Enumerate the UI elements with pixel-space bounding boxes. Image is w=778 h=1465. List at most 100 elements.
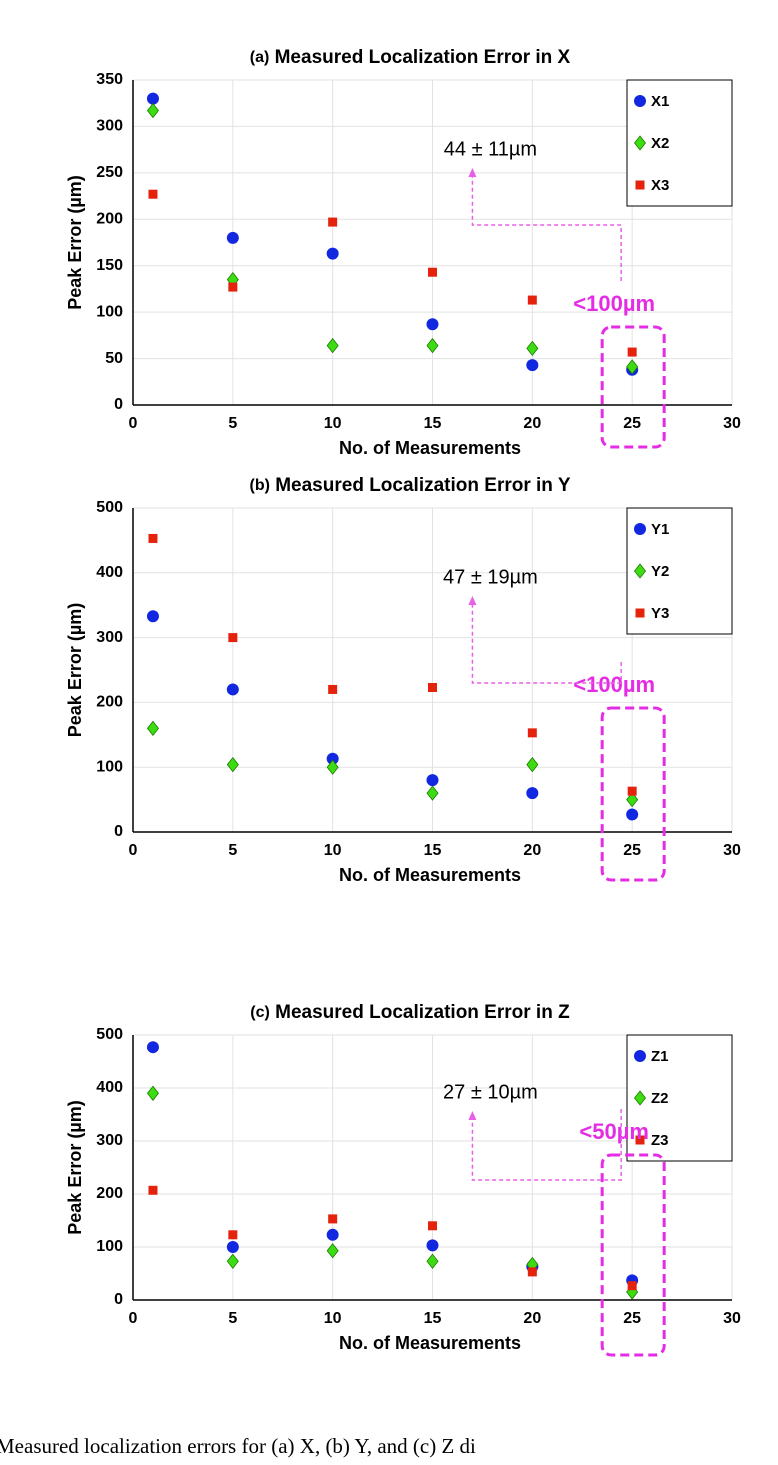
y-tick-label: 0 bbox=[114, 823, 123, 840]
point bbox=[226, 1241, 239, 1253]
x-tick-label: 5 bbox=[228, 842, 237, 859]
y-tick-label: 500 bbox=[96, 499, 123, 516]
x-tick-label: 10 bbox=[324, 1310, 342, 1327]
y-tick-label: 300 bbox=[96, 629, 123, 646]
y-tick-label: 300 bbox=[96, 1132, 123, 1149]
x-axis-label: No. of Measurements bbox=[339, 1333, 521, 1353]
point bbox=[626, 808, 639, 821]
legend-label: Z2 bbox=[651, 1090, 669, 1107]
legend-label: Z3 bbox=[651, 1132, 669, 1149]
legend-label: Y3 bbox=[651, 605, 669, 622]
y-tick-label: 100 bbox=[96, 1238, 123, 1255]
x-tick-label: 10 bbox=[324, 842, 342, 859]
legend-marker bbox=[633, 563, 647, 579]
panel-label: (b) bbox=[250, 477, 270, 494]
point bbox=[226, 231, 239, 244]
y-tick-label: 300 bbox=[96, 118, 123, 135]
point bbox=[148, 533, 158, 543]
y-tick-label: 400 bbox=[96, 1079, 123, 1096]
point bbox=[228, 633, 238, 643]
point bbox=[326, 1243, 339, 1259]
point bbox=[428, 1221, 437, 1231]
point bbox=[526, 787, 539, 800]
legend-label: X1 bbox=[651, 93, 669, 110]
x-tick-label: 0 bbox=[129, 842, 138, 859]
x-tick-label: 25 bbox=[623, 415, 641, 432]
threshold-label: <100µm bbox=[573, 291, 655, 316]
y-axis-label: Peak Error (µm) bbox=[65, 1100, 85, 1234]
y-axis-label: Peak Error (µm) bbox=[65, 603, 85, 737]
point bbox=[326, 337, 339, 354]
point bbox=[626, 791, 639, 808]
point bbox=[328, 217, 338, 227]
y-tick-label: 200 bbox=[96, 694, 123, 711]
x-tick-label: 0 bbox=[129, 415, 138, 432]
x-tick-label: 20 bbox=[523, 842, 541, 859]
legend-label: X3 bbox=[651, 177, 669, 194]
y-tick-label: 100 bbox=[96, 758, 123, 775]
highlight-box bbox=[600, 1153, 666, 1357]
point bbox=[428, 682, 437, 692]
x-tick-label: 20 bbox=[523, 1310, 541, 1327]
x-tick-label: 15 bbox=[424, 1310, 442, 1327]
point bbox=[426, 774, 439, 787]
legend-label: X2 bbox=[651, 135, 669, 152]
caption: Measured localization errors for (a) X, … bbox=[0, 1434, 476, 1458]
point bbox=[527, 295, 537, 305]
panel-label: (c) bbox=[250, 1004, 270, 1021]
chart-title: (a) Measured Localization Error in X bbox=[250, 47, 571, 68]
x-tick-label: 15 bbox=[424, 415, 442, 432]
point bbox=[146, 1085, 159, 1101]
panel-label: (a) bbox=[250, 49, 270, 66]
arrow-head bbox=[468, 596, 477, 605]
y-tick-label: 200 bbox=[96, 1185, 123, 1202]
legend-marker bbox=[634, 95, 646, 107]
y-tick-label: 50 bbox=[105, 350, 123, 367]
point bbox=[526, 359, 539, 372]
point bbox=[426, 1239, 439, 1252]
point bbox=[228, 282, 238, 292]
point bbox=[627, 1281, 637, 1291]
x-tick-label: 30 bbox=[723, 842, 741, 859]
chart-title: (c) Measured Localization Error in Z bbox=[250, 1002, 570, 1023]
y-tick-label: 400 bbox=[96, 564, 123, 581]
y-tick-label: 0 bbox=[114, 1291, 123, 1308]
x-tick-label: 25 bbox=[623, 842, 641, 859]
x-tick-label: 30 bbox=[723, 1310, 741, 1327]
legend-marker bbox=[635, 1135, 645, 1145]
threshold-label: <50µm bbox=[579, 1119, 649, 1144]
point bbox=[328, 684, 338, 694]
y-tick-label: 100 bbox=[96, 303, 123, 320]
point bbox=[428, 267, 437, 277]
y-axis-label: Peak Error (µm) bbox=[65, 175, 85, 309]
legend-label: Y2 bbox=[651, 563, 669, 580]
legend-marker bbox=[633, 135, 647, 151]
point bbox=[526, 756, 539, 773]
legend-label: Y1 bbox=[651, 521, 669, 538]
x-tick-label: 20 bbox=[523, 415, 541, 432]
title-text: Measured Localization Error in Z bbox=[275, 1002, 570, 1023]
x-tick-label: 30 bbox=[723, 415, 741, 432]
point bbox=[326, 759, 339, 775]
point bbox=[148, 1185, 158, 1195]
point bbox=[426, 1253, 439, 1269]
point bbox=[627, 786, 637, 796]
x-tick-label: 5 bbox=[228, 1310, 237, 1327]
point bbox=[226, 683, 239, 696]
point bbox=[626, 359, 639, 375]
point bbox=[146, 1041, 159, 1054]
legend-marker bbox=[634, 1050, 646, 1062]
x-tick-label: 10 bbox=[324, 415, 342, 432]
point bbox=[328, 1214, 338, 1224]
point bbox=[148, 189, 158, 199]
stat-annotation: 44 ± 11µm bbox=[444, 138, 537, 160]
annotation-arrow bbox=[471, 176, 622, 281]
y-tick-label: 350 bbox=[96, 71, 123, 88]
stat-annotation: 27 ± 10µm bbox=[443, 1081, 538, 1103]
x-axis-label: No. of Measurements bbox=[339, 438, 521, 458]
point bbox=[146, 102, 159, 119]
legend-marker bbox=[634, 523, 646, 535]
arrow-head bbox=[468, 1111, 477, 1120]
point bbox=[426, 318, 439, 331]
